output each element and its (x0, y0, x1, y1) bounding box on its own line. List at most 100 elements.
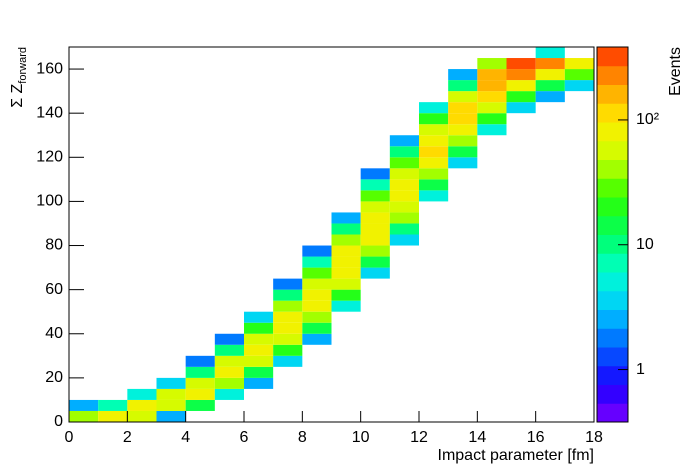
color-bar-step (597, 197, 628, 217)
cell (535, 58, 565, 70)
x-tick-label: 16 (527, 429, 545, 446)
cell (448, 80, 478, 92)
cell (535, 69, 565, 81)
y-tick-label: 140 (36, 104, 63, 121)
color-bar-step (597, 178, 628, 198)
cell (477, 80, 507, 92)
color-bar-step (597, 403, 628, 423)
cell (477, 113, 507, 125)
cell (419, 124, 449, 136)
cell (331, 267, 361, 279)
color-bar-step (597, 309, 628, 329)
cells (69, 47, 594, 422)
color-bar-step (597, 122, 628, 142)
cell (389, 135, 419, 147)
cell (535, 80, 565, 92)
x-tick-label: 18 (585, 429, 603, 446)
cell (506, 80, 536, 92)
cell (448, 124, 478, 136)
cell (564, 58, 594, 70)
cell (564, 69, 594, 81)
cell (273, 344, 303, 356)
x-axis-label: Impact parameter [fm] (438, 447, 595, 464)
cell (331, 278, 361, 290)
color-bar-step (597, 384, 628, 404)
cell (273, 322, 303, 334)
cell (477, 69, 507, 81)
cell (331, 223, 361, 235)
cell (389, 234, 419, 246)
cell (389, 223, 419, 235)
cell (419, 102, 449, 114)
y-tick-label: 40 (45, 325, 63, 342)
x-tick-label: 10 (352, 429, 370, 446)
cell (214, 344, 244, 356)
x-tick-label: 4 (181, 429, 190, 446)
color-bar-step (597, 65, 628, 85)
cell (564, 80, 594, 92)
color-bar-frame (596, 46, 629, 423)
y-label-sub: forward (17, 47, 29, 84)
cell (331, 256, 361, 268)
cell (185, 399, 215, 411)
z-tick-label: 1 (636, 361, 645, 378)
cell (389, 212, 419, 224)
cell (127, 388, 157, 400)
z-tick-label: 10 (636, 236, 654, 253)
x-tick-label: 12 (410, 429, 428, 446)
cell (419, 113, 449, 125)
cell (419, 190, 449, 202)
color-bar-step (597, 47, 628, 67)
cell (535, 47, 565, 59)
cell (477, 102, 507, 114)
cell (185, 366, 215, 378)
cell (389, 146, 419, 158)
y-tick-label: 160 (36, 60, 63, 77)
color-bar-step (597, 103, 628, 123)
cell (360, 179, 390, 191)
cell (331, 234, 361, 246)
cell (360, 201, 390, 213)
cell (506, 58, 536, 70)
cell (302, 245, 332, 257)
cell (360, 190, 390, 202)
cell (273, 278, 303, 290)
cell (389, 179, 419, 191)
cell (98, 410, 128, 422)
cell (535, 91, 565, 103)
cell (506, 102, 536, 114)
cell (214, 333, 244, 345)
cell (448, 102, 478, 114)
cell (244, 311, 274, 323)
y-tick-label: 120 (36, 149, 63, 166)
cell (214, 366, 244, 378)
cell (273, 311, 303, 323)
cell (389, 168, 419, 180)
cell (127, 410, 157, 422)
cell (156, 399, 186, 411)
cell (360, 267, 390, 279)
cell (419, 157, 449, 169)
cell (360, 234, 390, 246)
cell (360, 212, 390, 224)
cell (419, 168, 449, 180)
cell (302, 322, 332, 334)
cell (448, 91, 478, 103)
y-tick-label: 0 (54, 413, 63, 430)
color-bar-step (597, 272, 628, 292)
cell (185, 355, 215, 367)
cell (302, 300, 332, 312)
cell (214, 355, 244, 367)
cell (360, 256, 390, 268)
y-label-main: Σ Z (9, 83, 26, 107)
cell (389, 190, 419, 202)
cell (389, 201, 419, 213)
cell (156, 410, 186, 422)
color-bar-step (597, 140, 628, 160)
color-bar-step (597, 253, 628, 273)
color-bar-step (597, 328, 628, 348)
y-axis-label: Σ Zforward (9, 47, 29, 108)
cell (477, 91, 507, 103)
cell (331, 300, 361, 312)
cell (302, 267, 332, 279)
